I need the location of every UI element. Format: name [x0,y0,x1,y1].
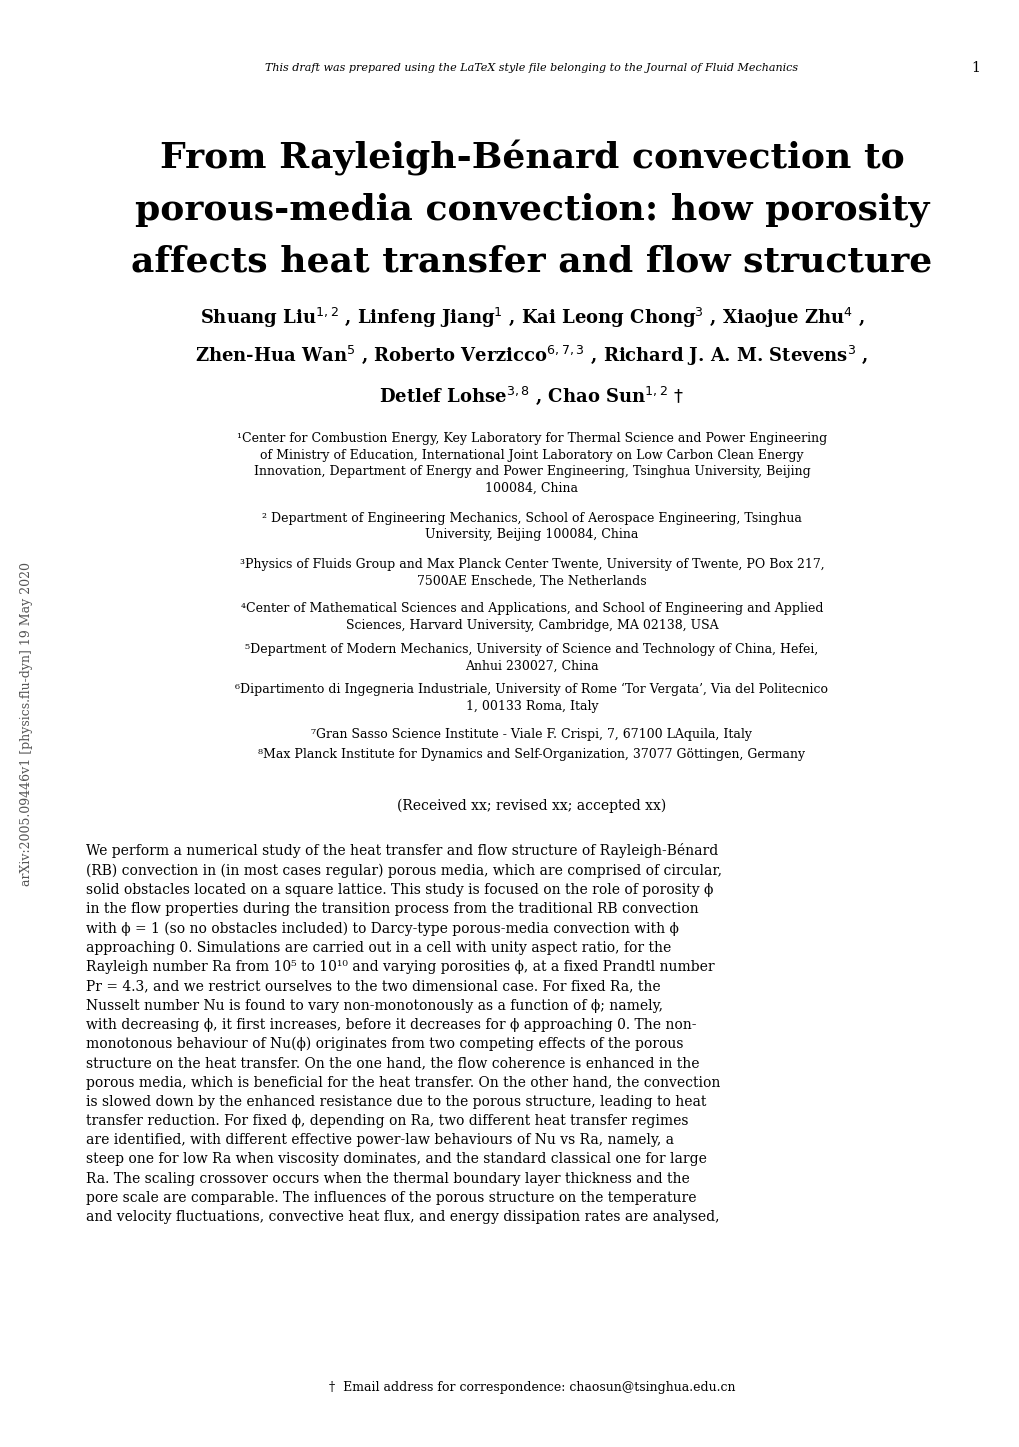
Text: We perform a numerical study of the heat transfer and flow structure of Rayleigh: We perform a numerical study of the heat… [86,844,721,1224]
Text: ⁶Dipartimento di Ingegneria Industriale, University of Rome ‘Tor Vergata’, Via d: ⁶Dipartimento di Ingegneria Industriale,… [235,683,827,713]
Text: arXiv:2005.09446v1 [physics.flu-dyn] 19 May 2020: arXiv:2005.09446v1 [physics.flu-dyn] 19 … [19,561,33,886]
Text: ⁷Gran Sasso Science Institute - Viale F. Crispi, 7, 67100 LAquila, Italy: ⁷Gran Sasso Science Institute - Viale F.… [311,728,752,741]
Text: †  Email address for correspondence: chaosun@tsinghua.edu.cn: † Email address for correspondence: chao… [328,1382,735,1395]
Text: 1: 1 [971,61,979,75]
Text: Zhen-Hua Wan$^{5}$ , Roberto Verzicco$^{6,7,3}$ , Richard J. A. M. Stevens$^{3}$: Zhen-Hua Wan$^{5}$ , Roberto Verzicco$^{… [195,344,868,368]
Text: From Rayleigh-Bénard convection to: From Rayleigh-Bénard convection to [159,140,904,177]
Text: ² Department of Engineering Mechanics, School of Aerospace Engineering, Tsinghua: ² Department of Engineering Mechanics, S… [262,512,801,541]
Text: affects heat transfer and flow structure: affects heat transfer and flow structure [131,245,931,279]
Text: ³Physics of Fluids Group and Max Planck Center Twente, University of Twente, PO : ³Physics of Fluids Group and Max Planck … [239,559,823,587]
Text: porous-media convection: how porosity: porous-media convection: how porosity [135,192,928,227]
Text: Shuang Liu$^{1,2}$ , Linfeng Jiang$^{1}$ , Kai Leong Chong$^{3}$ , Xiaojue Zhu$^: Shuang Liu$^{1,2}$ , Linfeng Jiang$^{1}$… [200,305,863,330]
Text: ⁵Department of Modern Mechanics, University of Science and Technology of China, : ⁵Department of Modern Mechanics, Univers… [245,642,818,673]
Text: ¹Center for Combustion Energy, Key Laboratory for Thermal Science and Power Engi: ¹Center for Combustion Energy, Key Labor… [236,433,826,495]
Text: Detlef Lohse$^{3,8}$ , Chao Sun$^{1,2}$ $\dagger$: Detlef Lohse$^{3,8}$ , Chao Sun$^{1,2}$ … [379,385,684,407]
Text: This draft was prepared using the LaTeX style file belonging to the Journal of F: This draft was prepared using the LaTeX … [265,64,798,72]
Text: ⁴Center of Mathematical Sciences and Applications, and School of Engineering and: ⁴Center of Mathematical Sciences and App… [240,602,822,631]
Text: (Received xx; revised xx; accepted xx): (Received xx; revised xx; accepted xx) [397,799,665,813]
Text: ⁸Max Planck Institute for Dynamics and Self-Organization, 37077 Göttingen, Germa: ⁸Max Planck Institute for Dynamics and S… [258,748,805,761]
